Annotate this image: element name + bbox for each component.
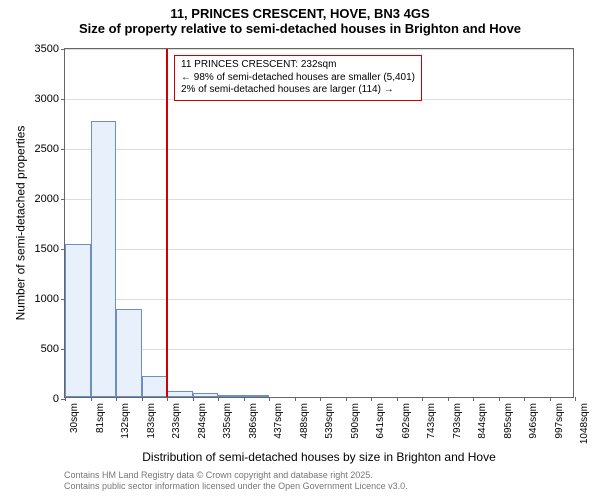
footer-line-2: Contains public sector information licen…	[64, 481, 408, 492]
xtick-label: 590sqm	[350, 403, 361, 439]
histogram-bar	[218, 395, 244, 397]
xtick-label: 539sqm	[324, 403, 335, 439]
ytick-label: 3500	[35, 43, 65, 55]
ytick-label: 2500	[35, 143, 65, 155]
xtick-label: 997sqm	[554, 403, 565, 439]
xtick-label: 641sqm	[375, 403, 386, 439]
gridline	[65, 249, 573, 250]
title-line-1: 11, PRINCES CRESCENT, HOVE, BN3 4GS	[0, 6, 600, 21]
xtick-mark	[142, 397, 143, 401]
x-axis-label: Distribution of semi-detached houses by …	[64, 450, 574, 464]
xtick-mark	[65, 397, 66, 401]
ytick-label: 0	[53, 393, 65, 405]
xtick-mark	[244, 397, 245, 401]
xtick-mark	[218, 397, 219, 401]
xtick-label: 743sqm	[426, 403, 437, 439]
xtick-label: 692sqm	[401, 403, 412, 439]
callout-line-1: 11 PRINCES CRESCENT: 232sqm	[181, 59, 415, 72]
gridline	[65, 49, 573, 50]
gridline	[65, 299, 573, 300]
xtick-mark	[346, 397, 347, 401]
xtick-mark	[295, 397, 296, 401]
gridline	[65, 199, 573, 200]
y-axis-label: Number of semi-detached properties	[12, 48, 28, 398]
title-line-2: Size of property relative to semi-detach…	[0, 21, 600, 36]
chart-title: 11, PRINCES CRESCENT, HOVE, BN3 4GS Size…	[0, 0, 600, 36]
xtick-mark	[193, 397, 194, 401]
plot-area: 050010001500200025003000350030sqm81sqm13…	[64, 48, 574, 398]
xtick-mark	[320, 397, 321, 401]
xtick-label: 284sqm	[197, 403, 208, 439]
xtick-mark	[116, 397, 117, 401]
xtick-label: 81sqm	[95, 403, 106, 433]
histogram-bar	[116, 309, 142, 397]
xtick-label: 437sqm	[273, 403, 284, 439]
ytick-label: 500	[41, 343, 65, 355]
xtick-mark	[397, 397, 398, 401]
ytick-label: 1500	[35, 243, 65, 255]
histogram-bar	[65, 244, 91, 397]
xtick-label: 335sqm	[222, 403, 233, 439]
callout-box: 11 PRINCES CRESCENT: 232sqm← 98% of semi…	[174, 55, 422, 101]
xtick-mark	[575, 397, 576, 401]
xtick-label: 895sqm	[503, 403, 514, 439]
xtick-label: 386sqm	[248, 403, 259, 439]
histogram-bar	[167, 391, 193, 397]
xtick-mark	[524, 397, 525, 401]
histogram-bar	[193, 393, 219, 397]
ytick-label: 1000	[35, 293, 65, 305]
xtick-label: 488sqm	[299, 403, 310, 439]
xtick-mark	[167, 397, 168, 401]
ytick-label: 3000	[35, 93, 65, 105]
xtick-mark	[371, 397, 372, 401]
xtick-label: 793sqm	[452, 403, 463, 439]
xtick-label: 844sqm	[477, 403, 488, 439]
xtick-mark	[91, 397, 92, 401]
footer-line-1: Contains HM Land Registry data © Crown c…	[64, 470, 408, 481]
xtick-label: 233sqm	[171, 403, 182, 439]
xtick-label: 1048sqm	[579, 403, 590, 444]
histogram-bar	[244, 395, 270, 397]
histogram-bar	[91, 121, 117, 397]
callout-line-2: ← 98% of semi-detached houses are smalle…	[181, 72, 415, 85]
xtick-label: 183sqm	[146, 403, 157, 439]
xtick-label: 946sqm	[528, 403, 539, 439]
xtick-label: 132sqm	[120, 403, 131, 439]
xtick-mark	[550, 397, 551, 401]
callout-line-3: 2% of semi-detached houses are larger (1…	[181, 84, 415, 97]
xtick-mark	[269, 397, 270, 401]
marker-line	[166, 49, 168, 397]
gridline	[65, 149, 573, 150]
xtick-mark	[448, 397, 449, 401]
footer: Contains HM Land Registry data © Crown c…	[64, 470, 408, 492]
histogram-bar	[142, 376, 168, 397]
xtick-mark	[499, 397, 500, 401]
ytick-label: 2000	[35, 193, 65, 205]
xtick-label: 30sqm	[69, 403, 80, 433]
xtick-mark	[473, 397, 474, 401]
xtick-mark	[422, 397, 423, 401]
